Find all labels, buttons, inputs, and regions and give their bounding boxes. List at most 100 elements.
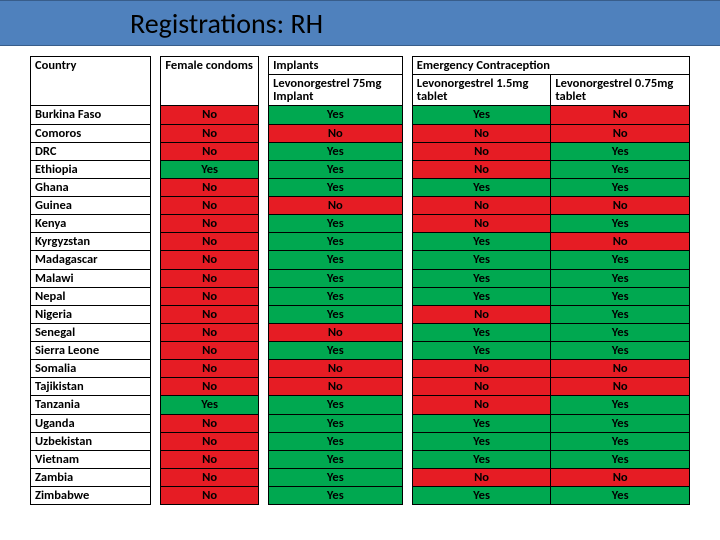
table-row: UgandaNoYesYesYes <box>31 414 690 432</box>
table-row: SenegalNoNoYesYes <box>31 323 690 341</box>
ec-1-5mg-cell: No <box>412 468 551 486</box>
female-condoms-cell: No <box>161 215 259 233</box>
col-ec-group: Emergency Contraception <box>412 57 689 75</box>
female-condoms-cell: No <box>161 468 259 486</box>
female-condoms-cell: No <box>161 106 259 124</box>
female-condoms-cell: No <box>161 432 259 450</box>
table-row: VietnamNoYesYesYes <box>31 450 690 468</box>
female-condoms-cell: Yes <box>161 396 259 414</box>
ec-0-75mg-cell: No <box>551 106 690 124</box>
table-row: ZimbabweNoYesYesYes <box>31 487 690 505</box>
country-cell: Madagascar <box>31 251 151 269</box>
table-row: TanzaniaYesYesNoYes <box>31 396 690 414</box>
table-row: SomaliaNoNoNoNo <box>31 360 690 378</box>
table-row: TajikistanNoNoNoNo <box>31 378 690 396</box>
table-row: DRCNoYesNoYes <box>31 142 690 160</box>
female-condoms-cell: No <box>161 197 259 215</box>
ec-0-75mg-cell: Yes <box>551 487 690 505</box>
table-row: KenyaNoYesNoYes <box>31 215 690 233</box>
female-condoms-cell: No <box>161 305 259 323</box>
table-row: GuineaNoNoNoNo <box>31 197 690 215</box>
implants-cell: Yes <box>269 160 402 178</box>
female-condoms-cell: No <box>161 251 259 269</box>
ec-0-75mg-cell: No <box>551 468 690 486</box>
implants-cell: Yes <box>269 106 402 124</box>
implants-cell: No <box>269 378 402 396</box>
ec-0-75mg-cell: Yes <box>551 432 690 450</box>
country-cell: Ghana <box>31 178 151 196</box>
female-condoms-cell: No <box>161 378 259 396</box>
col-ec1: Levonorgestrel 1.5mg tablet <box>412 75 551 106</box>
ec-0-75mg-cell: Yes <box>551 269 690 287</box>
ec-1-5mg-cell: Yes <box>412 287 551 305</box>
implants-cell: Yes <box>269 287 402 305</box>
ec-0-75mg-cell: Yes <box>551 251 690 269</box>
implants-cell: No <box>269 323 402 341</box>
ec-1-5mg-cell: No <box>412 124 551 142</box>
implants-cell: Yes <box>269 178 402 196</box>
implants-cell: Yes <box>269 432 402 450</box>
ec-1-5mg-cell: No <box>412 142 551 160</box>
female-condoms-cell: No <box>161 233 259 251</box>
table-row: Burkina FasoNoYesYesNo <box>31 106 690 124</box>
ec-0-75mg-cell: Yes <box>551 396 690 414</box>
country-cell: Uzbekistan <box>31 432 151 450</box>
female-condoms-cell: No <box>161 487 259 505</box>
country-cell: Malawi <box>31 269 151 287</box>
female-condoms-cell: Yes <box>161 160 259 178</box>
country-cell: Ethiopia <box>31 160 151 178</box>
country-cell: Senegal <box>31 323 151 341</box>
implants-cell: Yes <box>269 396 402 414</box>
implants-cell: Yes <box>269 233 402 251</box>
ec-1-5mg-cell: Yes <box>412 342 551 360</box>
implants-cell: Yes <box>269 215 402 233</box>
ec-1-5mg-cell: No <box>412 396 551 414</box>
country-cell: Burkina Faso <box>31 106 151 124</box>
country-cell: Tajikistan <box>31 378 151 396</box>
country-cell: Kenya <box>31 215 151 233</box>
female-condoms-cell: No <box>161 142 259 160</box>
col-country: Country <box>31 57 151 106</box>
country-cell: Uganda <box>31 414 151 432</box>
ec-0-75mg-cell: Yes <box>551 414 690 432</box>
ec-0-75mg-cell: Yes <box>551 342 690 360</box>
table-body: Burkina FasoNoYesYesNoComorosNoNoNoNoDRC… <box>31 106 690 505</box>
female-condoms-cell: No <box>161 269 259 287</box>
implants-cell: Yes <box>269 269 402 287</box>
ec-1-5mg-cell: Yes <box>412 323 551 341</box>
ec-1-5mg-cell: No <box>412 305 551 323</box>
country-cell: Vietnam <box>31 450 151 468</box>
female-condoms-cell: No <box>161 342 259 360</box>
ec-0-75mg-cell: Yes <box>551 450 690 468</box>
ec-0-75mg-cell: Yes <box>551 287 690 305</box>
implants-cell: Yes <box>269 251 402 269</box>
ec-0-75mg-cell: No <box>551 233 690 251</box>
implants-cell: No <box>269 124 402 142</box>
ec-1-5mg-cell: Yes <box>412 106 551 124</box>
country-cell: DRC <box>31 142 151 160</box>
col-implants-sub: Levonorgestrel 75mg Implant <box>269 75 402 106</box>
col-female-condoms: Female condoms <box>161 57 259 106</box>
country-cell: Comoros <box>31 124 151 142</box>
table-row: ZambiaNoYesNoNo <box>31 468 690 486</box>
country-cell: Nepal <box>31 287 151 305</box>
ec-1-5mg-cell: No <box>412 215 551 233</box>
ec-0-75mg-cell: Yes <box>551 323 690 341</box>
ec-1-5mg-cell: No <box>412 360 551 378</box>
country-cell: Somalia <box>31 360 151 378</box>
female-condoms-cell: No <box>161 124 259 142</box>
female-condoms-cell: No <box>161 287 259 305</box>
implants-cell: Yes <box>269 468 402 486</box>
table-row: Sierra LeoneNoYesYesYes <box>31 342 690 360</box>
ec-0-75mg-cell: No <box>551 378 690 396</box>
table-row: EthiopiaYesYesNoYes <box>31 160 690 178</box>
ec-1-5mg-cell: No <box>412 160 551 178</box>
implants-cell: Yes <box>269 305 402 323</box>
table-row: ComorosNoNoNoNo <box>31 124 690 142</box>
female-condoms-cell: No <box>161 414 259 432</box>
country-cell: Zambia <box>31 468 151 486</box>
implants-cell: Yes <box>269 487 402 505</box>
country-cell: Tanzania <box>31 396 151 414</box>
ec-0-75mg-cell: Yes <box>551 178 690 196</box>
ec-1-5mg-cell: No <box>412 197 551 215</box>
